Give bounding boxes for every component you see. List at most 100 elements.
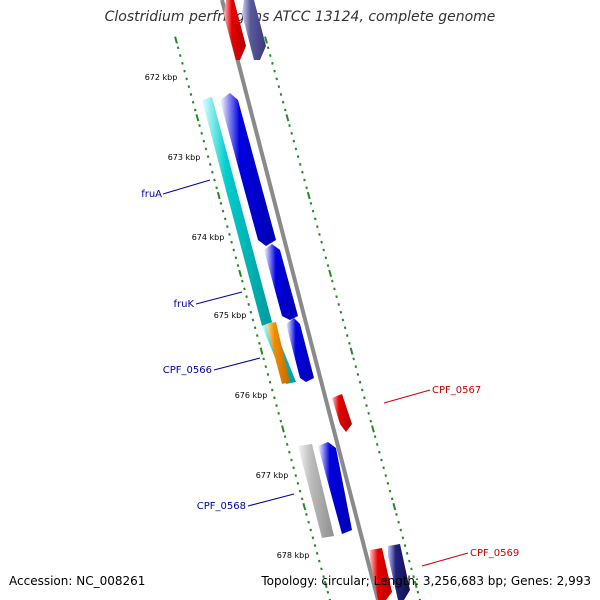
- tick-mark: [408, 559, 411, 563]
- tick-mark: [245, 295, 248, 299]
- tick-mark: [268, 380, 272, 384]
- tick-mark: [275, 404, 278, 407]
- tick-mark: [279, 93, 283, 96]
- gene-blue-3: [286, 318, 314, 382]
- tick-mark: [365, 404, 368, 407]
- tick-mark: [403, 544, 407, 547]
- tick-mark: [323, 580, 328, 589]
- kbp-label: 677 kbp: [256, 471, 289, 480]
- tick-mark: [185, 77, 188, 81]
- tick-mark: [259, 347, 264, 355]
- tick-mark: [232, 248, 236, 252]
- tick-mark: [320, 567, 323, 571]
- tick-mark: [320, 240, 323, 244]
- tick-mark: [348, 341, 351, 345]
- tick-mark: [371, 425, 375, 433]
- tick-mark: [281, 425, 285, 433]
- tick-mark: [285, 443, 289, 446]
- tick-track-right: [264, 36, 422, 600]
- tick-mark: [399, 528, 403, 532]
- gene-red-top: [224, 0, 246, 60]
- tick-mark: [328, 598, 332, 600]
- tick-mark: [174, 36, 178, 44]
- tick-mark: [322, 575, 325, 579]
- tick-mark: [191, 100, 195, 104]
- tick-mark: [283, 108, 287, 112]
- gene-blue-1: [220, 93, 276, 246]
- tick-mark: [228, 233, 231, 236]
- gene-CPF_0569-navy: [388, 544, 410, 600]
- leader-fruA: [162, 179, 211, 195]
- tick-mark: [313, 544, 317, 547]
- tick-mark: [283, 435, 287, 439]
- tick-mark: [345, 334, 349, 337]
- gene-fruA: [202, 97, 272, 326]
- tick-mark: [221, 209, 225, 213]
- tick-mark: [241, 279, 244, 283]
- tick-mark: [339, 310, 343, 314]
- gene-CPF_0566: [266, 322, 290, 384]
- tick-mark: [183, 69, 186, 73]
- tick-mark: [388, 489, 392, 493]
- genome-backbone: [220, 0, 380, 600]
- tick-mark: [298, 489, 302, 493]
- tick-mark: [275, 77, 278, 81]
- tick-track-left: [174, 36, 332, 600]
- tick-mark: [298, 163, 302, 166]
- tick-mark: [181, 61, 184, 65]
- tick-mark: [292, 466, 295, 470]
- leader-CPF_0569: [421, 552, 469, 567]
- tick-mark: [337, 303, 341, 306]
- tick-mark: [279, 419, 283, 423]
- kbp-label: 673 kbp: [168, 153, 201, 162]
- tick-mark: [238, 269, 243, 277]
- tick-mark: [273, 396, 276, 400]
- tick-mark: [234, 256, 238, 260]
- tick-mark: [288, 124, 291, 127]
- tick-mark: [176, 46, 180, 50]
- tick-mark: [358, 380, 362, 384]
- leader-fruK: [195, 291, 243, 305]
- gene-gray: [298, 444, 334, 538]
- tick-mark: [285, 114, 290, 122]
- tick-mark: [375, 443, 379, 446]
- tick-mark: [236, 264, 240, 267]
- tick-mark: [335, 295, 338, 299]
- tick-mark: [290, 131, 293, 135]
- gene-CPF_0567: [332, 394, 352, 432]
- tick-mark: [195, 114, 200, 122]
- tick-mark: [277, 411, 280, 415]
- tick-mark: [311, 209, 315, 213]
- tick-mark: [341, 318, 345, 322]
- tick-mark: [384, 474, 388, 477]
- tick-mark: [307, 520, 310, 524]
- tick-mark: [302, 503, 307, 511]
- tick-mark: [331, 279, 334, 283]
- gene-slate-top: [242, 0, 266, 60]
- tick-mark: [258, 341, 261, 345]
- tick-mark: [318, 559, 321, 563]
- kbp-label: 672 kbp: [145, 73, 178, 82]
- tick-mark: [281, 100, 285, 104]
- gene-blue-2: [264, 244, 298, 320]
- tick-mark: [313, 217, 317, 221]
- tick-mark: [356, 373, 360, 376]
- leader-CPF_0568: [247, 493, 295, 507]
- tick-mark: [305, 513, 308, 516]
- tick-mark: [290, 458, 293, 462]
- tick-mark: [309, 528, 313, 532]
- tick-mark: [397, 520, 400, 524]
- gene-CPF_0568: [318, 442, 352, 534]
- label-CPF_0569: CPF_0569: [470, 548, 519, 559]
- tick-mark: [360, 388, 364, 392]
- tick-mark: [208, 163, 212, 166]
- leader-CPF_0567: [383, 389, 431, 404]
- tick-mark: [326, 264, 330, 267]
- gene-CPF_0569-red: [370, 548, 392, 600]
- tick-mark: [216, 191, 221, 200]
- tick-mark: [413, 580, 418, 589]
- tick-mark: [363, 396, 366, 400]
- tick-mark: [401, 536, 405, 540]
- tick-mark: [322, 248, 326, 252]
- tick-mark: [253, 326, 257, 330]
